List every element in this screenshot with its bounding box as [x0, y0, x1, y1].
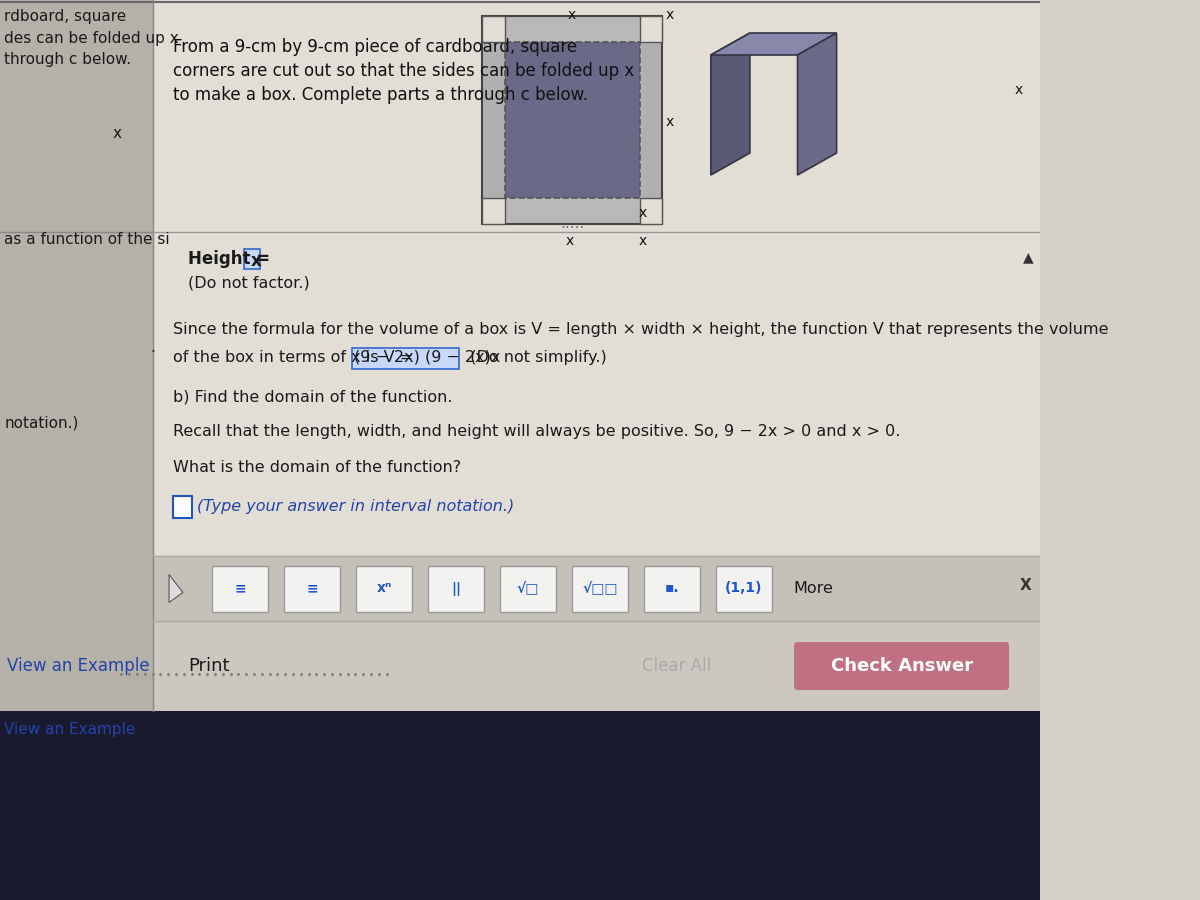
Text: x: x	[568, 8, 576, 22]
Bar	[173, 496, 192, 518]
Text: rdboard, square: rdboard, square	[4, 9, 126, 24]
Text: (9 − 2x) (9 − 2x)x: (9 − 2x) (9 − 2x)x	[354, 350, 500, 365]
Bar	[640, 198, 662, 224]
FancyBboxPatch shape	[284, 565, 340, 611]
Text: Print: Print	[188, 657, 229, 675]
FancyBboxPatch shape	[794, 642, 1009, 690]
Text: View an Example: View an Example	[7, 657, 150, 675]
Text: xⁿ: xⁿ	[377, 581, 391, 596]
Text: x: x	[251, 252, 262, 270]
Text: Clear All: Clear All	[642, 657, 710, 675]
Text: corners are cut out so that the sides can be folded up x: corners are cut out so that the sides ca…	[173, 62, 634, 80]
FancyBboxPatch shape	[572, 565, 628, 611]
Bar	[640, 16, 662, 42]
Bar	[504, 198, 640, 224]
Text: (Do not simplify.): (Do not simplify.)	[460, 350, 607, 365]
Bar	[482, 198, 504, 224]
Text: Since the formula for the volume of a box is V = length × width × height, the fu: Since the formula for the volume of a bo…	[173, 322, 1108, 337]
Text: Recall that the length, width, and height will always be positive. So, 9 − 2x > : Recall that the length, width, and heigh…	[173, 424, 900, 439]
FancyBboxPatch shape	[716, 565, 772, 611]
Polygon shape	[169, 574, 182, 602]
Bar	[640, 42, 662, 198]
Bar	[154, 0, 1040, 711]
Text: to make a box. Complete parts a through c below.: to make a box. Complete parts a through …	[173, 86, 588, 104]
Text: (Type your answer in interval notation.): (Type your answer in interval notation.)	[197, 499, 514, 514]
FancyBboxPatch shape	[212, 565, 268, 611]
Text: through c below.: through c below.	[4, 52, 131, 68]
Text: .....: .....	[560, 217, 584, 231]
Bar	[0, 711, 1040, 900]
Text: Check Answer: Check Answer	[830, 657, 973, 675]
Bar	[482, 198, 504, 224]
Text: .: .	[151, 340, 156, 356]
Text: Height =: Height =	[188, 250, 276, 268]
Text: (Do not factor.): (Do not factor.)	[188, 276, 310, 291]
FancyBboxPatch shape	[352, 348, 460, 369]
Text: ▪.: ▪.	[665, 581, 679, 596]
FancyBboxPatch shape	[644, 565, 700, 611]
Bar	[482, 16, 662, 224]
Text: ||: ||	[451, 581, 461, 596]
FancyBboxPatch shape	[356, 565, 412, 611]
Bar	[0, 0, 154, 711]
Text: ≡: ≡	[234, 581, 246, 596]
Text: des can be folded up x: des can be folded up x	[4, 31, 179, 46]
Text: of the box in terms of x is V =: of the box in terms of x is V =	[173, 350, 418, 365]
Bar	[482, 16, 662, 224]
Text: x: x	[1015, 83, 1022, 97]
Text: x: x	[113, 126, 121, 141]
Text: x: x	[638, 234, 647, 248]
Text: x: x	[665, 8, 673, 22]
Bar	[504, 42, 640, 198]
Polygon shape	[710, 33, 836, 55]
FancyBboxPatch shape	[245, 249, 260, 269]
Text: x: x	[565, 234, 574, 248]
Text: x: x	[638, 206, 647, 220]
Text: What is the domain of the function?: What is the domain of the function?	[173, 460, 461, 475]
Bar	[154, 556, 1040, 621]
Bar	[640, 16, 662, 42]
Text: notation.): notation.)	[4, 416, 78, 431]
Polygon shape	[798, 33, 836, 175]
Bar	[482, 16, 504, 42]
Bar	[504, 16, 640, 42]
Bar	[640, 198, 662, 224]
Text: From a 9-cm by 9-cm piece of cardboard, square: From a 9-cm by 9-cm piece of cardboard, …	[173, 38, 577, 56]
FancyBboxPatch shape	[428, 565, 484, 611]
Bar	[482, 16, 504, 42]
Text: ▲: ▲	[1022, 250, 1033, 264]
Text: X: X	[1020, 579, 1032, 593]
Text: as a function of the si: as a function of the si	[4, 232, 169, 248]
Text: More: More	[793, 581, 833, 596]
Text: (1,1): (1,1)	[725, 581, 762, 596]
Text: View an Example: View an Example	[4, 722, 136, 737]
Bar	[504, 42, 640, 198]
Bar	[154, 621, 1040, 711]
Polygon shape	[710, 33, 750, 175]
Bar	[482, 42, 504, 198]
Text: x: x	[665, 115, 673, 129]
Text: b) Find the domain of the function.: b) Find the domain of the function.	[173, 390, 452, 405]
Text: ≡: ≡	[306, 581, 318, 596]
FancyBboxPatch shape	[500, 565, 556, 611]
Text: √□: √□	[517, 581, 539, 596]
Text: √□□: √□□	[582, 581, 618, 596]
